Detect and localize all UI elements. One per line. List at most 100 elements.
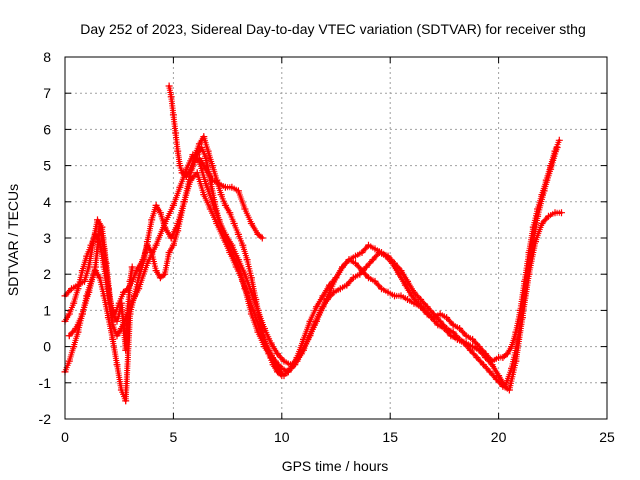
data-point <box>65 332 73 340</box>
data-point <box>339 263 346 271</box>
data-point <box>508 343 516 351</box>
data-point <box>152 267 160 275</box>
data-point <box>113 317 121 325</box>
data-point <box>313 303 320 311</box>
data-point <box>499 354 507 361</box>
data-point <box>317 306 325 314</box>
data-point <box>274 350 281 358</box>
data-point <box>180 198 188 206</box>
data-point <box>525 270 533 278</box>
data-point <box>100 292 108 300</box>
data-point <box>195 140 203 148</box>
data-point <box>113 332 121 340</box>
y-tick-label: -1 <box>39 375 52 391</box>
data-point <box>74 285 82 293</box>
data-point <box>349 274 357 282</box>
data-point <box>408 292 416 300</box>
y-tick-label: 7 <box>43 85 51 101</box>
data-point <box>230 220 238 227</box>
data-point <box>206 205 214 213</box>
data-point <box>208 198 216 206</box>
data-point <box>234 187 242 195</box>
data-point <box>306 317 314 325</box>
series-track-6 <box>65 223 136 354</box>
y-tick-label: 2 <box>43 266 51 282</box>
data-point <box>130 292 138 300</box>
data-point <box>226 209 234 217</box>
data-point <box>191 151 199 159</box>
data-point <box>126 277 134 285</box>
data-point <box>109 335 117 343</box>
data-point <box>252 296 260 303</box>
x-tick-label: 25 <box>599 429 615 445</box>
data-point <box>178 169 186 177</box>
data-point <box>362 263 370 271</box>
data-point <box>297 350 305 358</box>
x-axis-label: GPS time / hours <box>282 458 389 474</box>
data-point <box>495 372 503 380</box>
data-point <box>555 136 563 144</box>
data-point <box>120 288 127 296</box>
data-point <box>221 201 229 209</box>
data-point <box>187 176 195 184</box>
data-point <box>232 263 240 271</box>
data-point <box>74 328 82 336</box>
data-point <box>371 245 379 253</box>
data-point <box>78 310 86 318</box>
data-point <box>261 335 268 343</box>
data-point <box>167 93 175 101</box>
data-point <box>87 241 95 249</box>
data-point <box>161 270 169 278</box>
x-tick-label: 20 <box>491 429 507 445</box>
data-point <box>443 314 451 322</box>
data-point <box>148 216 156 224</box>
data-point <box>226 249 234 256</box>
data-series <box>61 82 565 405</box>
data-point <box>375 249 383 256</box>
data-point <box>85 263 93 271</box>
y-tick-label: 0 <box>43 339 51 355</box>
data-point <box>100 245 108 253</box>
series-track-3 <box>61 169 565 405</box>
data-point <box>167 234 175 242</box>
data-point <box>310 321 318 329</box>
data-point <box>540 187 548 195</box>
data-point <box>165 82 173 90</box>
data-point <box>113 361 121 369</box>
data-point <box>553 144 561 151</box>
data-point <box>124 306 132 314</box>
data-point <box>241 205 249 213</box>
data-point <box>384 288 392 296</box>
data-point <box>414 299 422 307</box>
data-point <box>221 183 229 191</box>
data-point <box>434 321 442 329</box>
y-tick-label: 6 <box>43 121 51 137</box>
data-point <box>200 191 208 199</box>
data-point <box>401 281 409 289</box>
data-point <box>234 256 242 264</box>
data-point <box>176 183 184 191</box>
data-point <box>213 220 221 227</box>
data-point <box>208 176 216 184</box>
data-point <box>228 241 236 249</box>
data-point <box>241 270 249 278</box>
data-point <box>195 154 203 162</box>
data-point <box>397 292 405 300</box>
data-point <box>278 372 286 380</box>
data-point <box>365 241 372 249</box>
data-point <box>202 165 210 173</box>
grid-lines <box>65 57 607 419</box>
data-point <box>284 368 292 376</box>
data-point <box>352 252 359 260</box>
data-point <box>91 263 99 271</box>
data-point <box>352 259 359 267</box>
series-markers <box>62 139 562 379</box>
data-point <box>120 321 127 329</box>
data-point <box>475 346 483 354</box>
data-point <box>215 180 223 188</box>
data-point <box>70 343 78 351</box>
data-point <box>68 285 75 293</box>
x-tick-label: 0 <box>61 429 69 445</box>
data-point <box>117 386 125 394</box>
data-point <box>551 209 559 217</box>
